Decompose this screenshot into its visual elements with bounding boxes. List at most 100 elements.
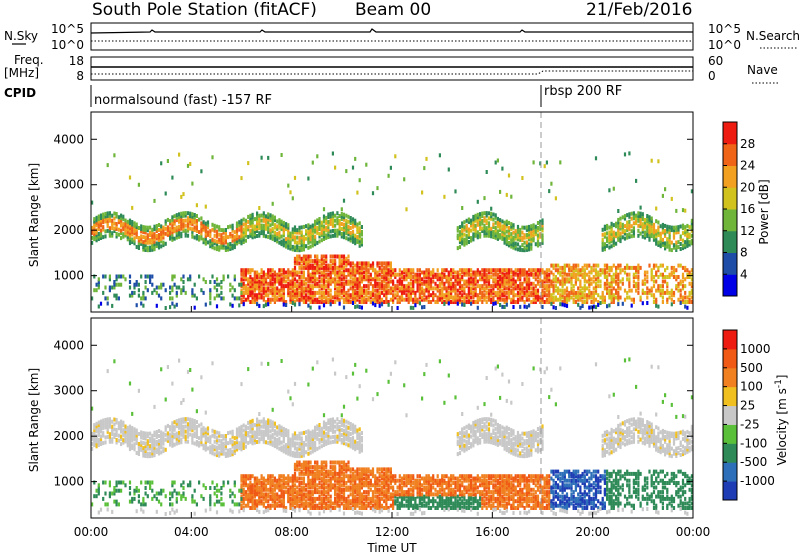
power-cell [601, 295, 604, 300]
power-cell [407, 295, 410, 300]
power-cell [474, 218, 477, 223]
cpid-label: CPID [4, 86, 36, 100]
power-cell [677, 263, 680, 268]
power-cell [240, 279, 243, 284]
velocity-cell [131, 411, 134, 416]
power-cell [322, 214, 326, 219]
power-cell [314, 224, 317, 229]
power-cell [278, 279, 281, 284]
power-cell [456, 295, 459, 300]
velocity-cell [209, 502, 212, 507]
power-cell [311, 270, 314, 275]
power-cell [387, 270, 390, 275]
power-cell [445, 277, 448, 282]
power-cell [235, 224, 239, 228]
power-cell [293, 268, 297, 273]
power-cell [186, 216, 190, 221]
velocity-cell [260, 490, 263, 495]
power-cell [325, 288, 328, 293]
power-cell [606, 279, 609, 284]
power-cell [637, 223, 640, 228]
power-cell [260, 293, 263, 298]
power-cell [670, 272, 673, 277]
velocity-cell [128, 432, 132, 437]
power-cell [144, 240, 147, 245]
power-cell [503, 268, 506, 273]
power-cell [483, 226, 486, 231]
velocity-cell [251, 501, 254, 506]
velocity-cell [151, 433, 154, 438]
velocity-cell [247, 501, 250, 506]
power-cell [510, 222, 513, 227]
power-cell [661, 288, 664, 293]
power-cell [258, 275, 261, 279]
power-cell [583, 288, 586, 293]
power-cell [329, 221, 332, 226]
power-cell [331, 259, 334, 264]
velocity-cell [213, 486, 216, 490]
power-cell [525, 284, 528, 289]
power-cell [354, 223, 357, 228]
power-cell [253, 293, 256, 298]
power-cell [409, 290, 412, 295]
power-cell [583, 300, 586, 304]
power-cell [492, 301, 495, 306]
power-cell [331, 270, 334, 275]
power-cell [672, 290, 676, 295]
power-cell [447, 286, 450, 291]
power-cell [496, 281, 499, 286]
power-cell [322, 237, 326, 241]
power-cell [140, 224, 143, 229]
power-cell [149, 280, 152, 284]
velocity-cell [171, 436, 174, 441]
velocity-cell [244, 481, 247, 485]
power-cell [278, 225, 281, 230]
velocity-cell [229, 430, 232, 435]
power-cell [320, 295, 323, 300]
power-cell [302, 288, 305, 293]
velocity-cell [238, 488, 241, 493]
velocity-cell [160, 440, 163, 445]
velocity-cell [256, 503, 259, 508]
power-cell [309, 254, 312, 259]
power-cell [320, 272, 323, 277]
power-cell [374, 272, 377, 277]
power-cell [302, 247, 305, 252]
power-cell [260, 268, 263, 273]
power-cell [106, 163, 109, 168]
velocity-cell [160, 502, 163, 507]
velocity-cell [124, 434, 127, 439]
power-cell [293, 225, 297, 230]
power-cell [619, 221, 622, 226]
power-cell [231, 238, 234, 243]
power-cell [409, 270, 412, 275]
power-cell [327, 220, 330, 224]
power-cell [621, 281, 624, 286]
velocity-cell [195, 502, 198, 507]
power-cell [516, 297, 520, 302]
velocity-cell [256, 490, 259, 495]
power-cell [360, 263, 363, 268]
velocity-cell [260, 434, 263, 439]
power-cell [427, 275, 430, 279]
velocity-data [91, 357, 693, 516]
power-cell [340, 261, 343, 266]
power-cell [253, 217, 256, 222]
power-cell [474, 279, 477, 284]
power-cell [267, 229, 270, 234]
velocity-cell [131, 436, 134, 440]
velocity-cell [256, 417, 259, 422]
velocity-cell [102, 426, 105, 431]
velocity-cell [249, 494, 252, 499]
power-cell [282, 302, 285, 307]
power-cell [563, 290, 566, 295]
power-cell [592, 286, 595, 291]
power-cell [672, 270, 676, 275]
power-cell [675, 275, 678, 279]
velocity-cell [240, 439, 243, 444]
velocity-cell [135, 451, 138, 455]
power-cell [351, 281, 355, 286]
power-cell [166, 159, 169, 163]
velocity-cell [146, 431, 149, 436]
power-cell [151, 237, 154, 242]
